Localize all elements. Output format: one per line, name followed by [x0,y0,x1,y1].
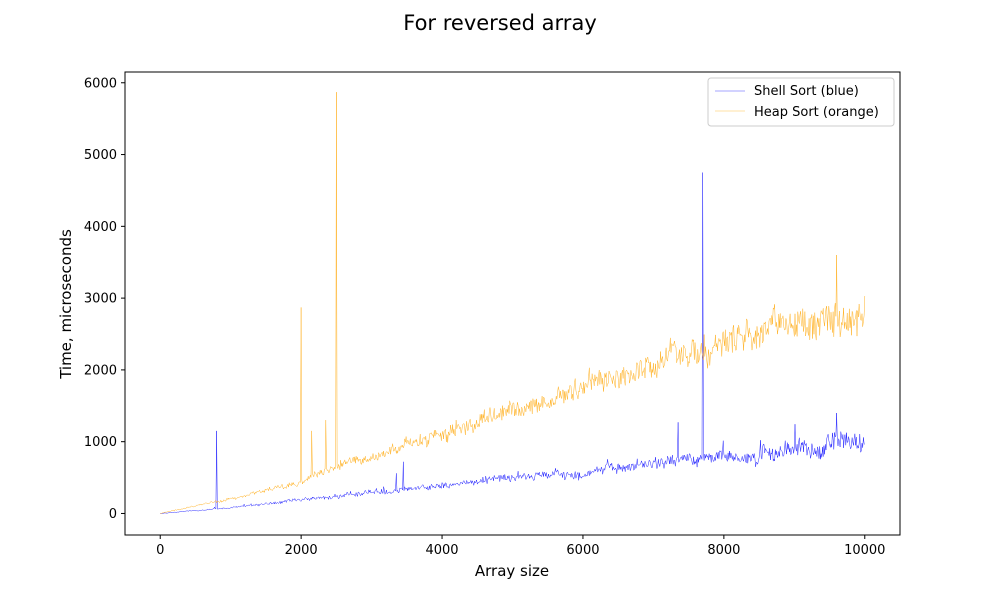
x-tick-label: 8000 [707,543,740,558]
x-axis: 0 2000 4000 6000 8000 10000 [156,535,885,558]
chart-title: For reversed array [403,11,597,35]
y-axis: 0 1000 2000 3000 4000 5000 6000 [84,76,125,522]
x-tick-label: 0 [156,543,164,558]
series-layer [160,91,866,514]
y-tick-label: 2000 [84,363,117,378]
y-tick-label: 5000 [84,148,117,163]
legend-label-shell-sort: Shell Sort (blue) [754,84,859,99]
legend: Shell Sort (blue) Heap Sort (orange) [707,77,895,127]
x-axis-label: Array size [475,562,549,580]
y-tick-label: 0 [109,507,117,522]
y-tick-label: 6000 [84,76,117,91]
y-tick-label: 3000 [84,292,117,307]
x-tick-label: 10000 [844,543,885,558]
y-axis-label: Time, microseconds [57,229,75,380]
series-line-shell-sort [160,172,866,514]
legend-label-heap-sort: Heap Sort (orange) [754,105,879,120]
series-line-heap-sort [160,91,866,514]
x-tick-label: 6000 [566,543,599,558]
x-tick-label: 4000 [425,543,458,558]
x-tick-label: 2000 [285,543,318,558]
y-tick-label: 1000 [84,435,117,450]
y-tick-label: 4000 [84,220,117,235]
legend-box [707,77,895,127]
plot-frame [124,71,901,536]
